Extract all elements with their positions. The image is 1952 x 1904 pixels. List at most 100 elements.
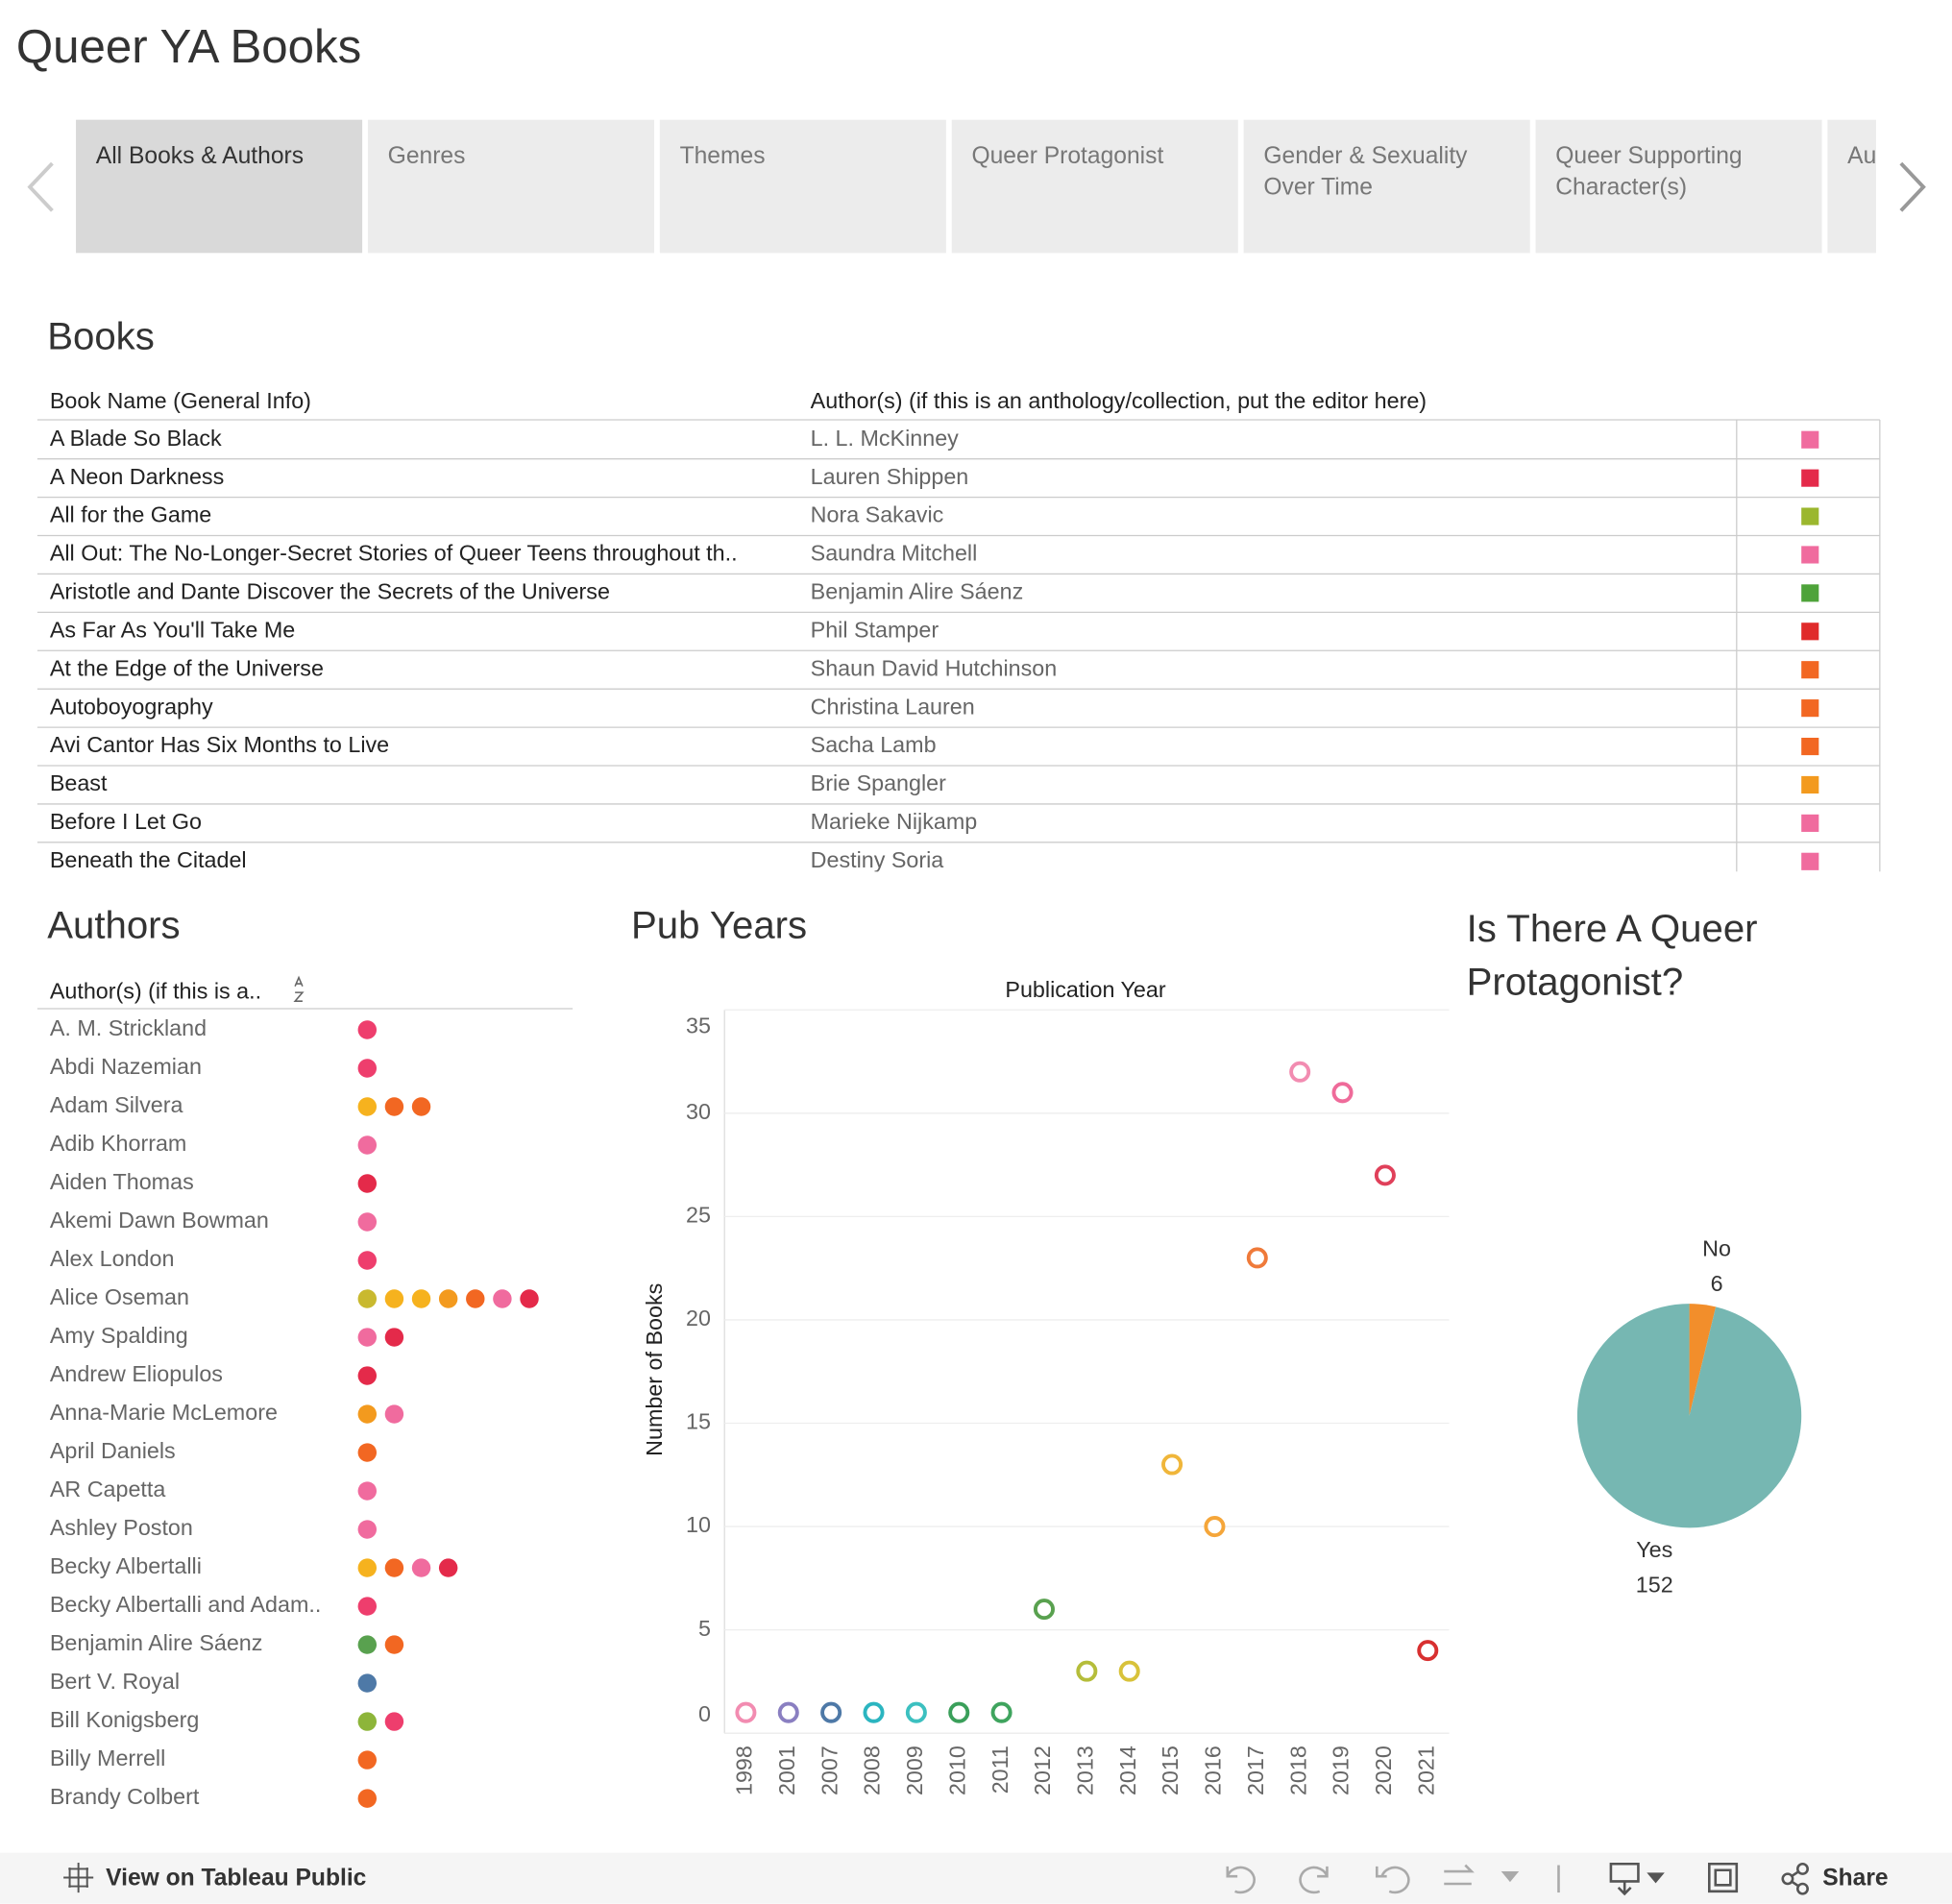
tab-bg[interactable]: [1827, 119, 1952, 254]
download[interactable]: [1609, 1862, 1640, 1896]
tab[interactable]: Au: [1827, 120, 1952, 254]
next-arrow[interactable]: [1899, 161, 1926, 212]
books-table: A Blade So Black L. L. McKinney A Neon Dar…: [37, 419, 1881, 872]
book-name: Avi Cantor Has Six Months to Live: [50, 732, 389, 757]
x-tick-label: 2007: [817, 1745, 842, 1795]
x-tick-label: 2021: [1413, 1745, 1438, 1795]
book-dot: [357, 1097, 378, 1116]
undo[interactable]: [1226, 1866, 1256, 1894]
tab-bg[interactable]: [659, 119, 946, 254]
book-dot: [384, 1712, 404, 1731]
page-title: Queer YA Books: [16, 20, 361, 73]
author-name: Brandy Colbert: [50, 1784, 200, 1809]
revert[interactable]: [1375, 1866, 1410, 1894]
tab[interactable]: Genres: [368, 120, 654, 254]
author-name: Alex London: [50, 1246, 175, 1271]
author-name: Billy Merrell: [50, 1745, 165, 1770]
tab-bg[interactable]: [367, 119, 655, 254]
color-mark: [1801, 469, 1819, 487]
share-icon[interactable]: [1781, 1872, 1794, 1886]
tab-bg[interactable]: [951, 119, 1238, 254]
prev-arrow[interactable]: [27, 161, 54, 212]
tab-label[interactable]: Queer Supporting Character(s): [1555, 143, 1743, 201]
tableau-link[interactable]: View on Tableau Public: [106, 1865, 366, 1891]
book-name: A Blade So Black: [50, 426, 222, 451]
color-mark: [1801, 699, 1819, 718]
point: [863, 1701, 885, 1723]
book-dot: [357, 1673, 378, 1693]
point: [1161, 1453, 1183, 1476]
tab-bg[interactable]: [76, 119, 363, 254]
author-name: Aiden Thomas: [50, 1169, 194, 1194]
book-author: Brie Spangler: [811, 770, 946, 795]
author-name: Adib Khorram: [50, 1131, 187, 1156]
toolbar-icons: [1226, 1864, 1560, 1894]
book-dot: [384, 1635, 404, 1654]
point: [905, 1701, 927, 1723]
book-author: Shaun David Hutchinson: [811, 655, 1058, 680]
y-tick-label: 10: [686, 1512, 711, 1537]
pie-chart: No 6 Yes 152: [1576, 1236, 1802, 1597]
dropdown[interactable]: [1501, 1871, 1520, 1883]
y-tick-label: 30: [686, 1099, 711, 1124]
point: [735, 1701, 757, 1723]
column-header: Author(s) (if this is a..: [50, 978, 261, 1003]
tab[interactable]: Gender & Sexuality Over Time: [1244, 120, 1530, 254]
book-name: Beneath the Citadel: [50, 847, 247, 872]
x-tick-label: 2008: [860, 1745, 885, 1795]
tab[interactable]: All Books & Authors: [76, 120, 362, 254]
tab-bg[interactable]: [1243, 119, 1530, 254]
slice-value: 152: [1636, 1572, 1673, 1597]
tab-label[interactable]: Queer Protagonist: [971, 143, 1164, 170]
author-name: Akemi Dawn Bowman: [50, 1208, 269, 1233]
point: [1289, 1061, 1311, 1083]
share-button[interactable]: Share: [1822, 1865, 1888, 1891]
fullscreen[interactable]: [1708, 1862, 1739, 1893]
point: [1076, 1660, 1098, 1682]
x-tick-label: 2014: [1115, 1745, 1140, 1795]
color-mark: [1801, 661, 1819, 679]
book-name: All for the Game: [50, 502, 211, 527]
author-name: April Daniels: [50, 1438, 176, 1463]
tab-label[interactable]: Genres: [387, 143, 466, 170]
book-dot: [384, 1097, 404, 1116]
point: [1246, 1247, 1268, 1269]
x-tick-label: 2012: [1030, 1745, 1055, 1795]
toolbar-icons-dark: [1609, 1862, 1809, 1896]
y-tick-label: 35: [686, 1013, 711, 1038]
tab-bg[interactable]: [1535, 119, 1822, 254]
book-author: Christina Lauren: [811, 694, 975, 719]
tab-label[interactable]: Au: [1847, 143, 1877, 170]
slice-label: Yes: [1636, 1537, 1672, 1562]
share-icon: [1791, 1869, 1800, 1888]
book-dot: [357, 1059, 378, 1078]
book-dot: [357, 1635, 378, 1654]
book-dot: [438, 1558, 458, 1577]
x-tick-label: 2013: [1072, 1745, 1097, 1795]
book-author: Nora Sakavic: [811, 502, 944, 527]
book-author: Sacha Lamb: [811, 732, 937, 757]
book-dot: [357, 1251, 378, 1270]
sort-icon[interactable]: [293, 975, 305, 1002]
tab[interactable]: Queer Protagonist: [952, 120, 1238, 254]
book-dot: [384, 1404, 404, 1424]
column-header: Author(s) (if this is an anthology/colle…: [811, 388, 1427, 413]
tab[interactable]: Queer Supporting Character(s): [1536, 120, 1822, 254]
x-axis-title: Publication Year: [1005, 977, 1165, 1002]
y-tick-label: 15: [686, 1409, 711, 1434]
dropdown[interactable]: [1647, 1872, 1665, 1884]
share-icon[interactable]: [1796, 1862, 1809, 1875]
color-mark: [1801, 814, 1819, 832]
book-dot: [357, 1366, 378, 1385]
tab-label[interactable]: All Books & Authors: [95, 143, 305, 170]
book-name: All Out: The No-Longer-Secret Stories of…: [50, 541, 738, 566]
book-dot: [411, 1558, 431, 1577]
tab-label[interactable]: Themes: [679, 143, 766, 170]
redo[interactable]: [1299, 1866, 1329, 1894]
point: [1204, 1516, 1226, 1538]
refresh[interactable]: [1444, 1864, 1475, 1886]
pie-title-box: Is There A Queer Protagonist?: [1467, 907, 1758, 1004]
tab-label[interactable]: Gender & Sexuality Over Time: [1263, 143, 1468, 201]
tab[interactable]: Themes: [660, 120, 946, 254]
share-icon[interactable]: [1796, 1882, 1809, 1895]
